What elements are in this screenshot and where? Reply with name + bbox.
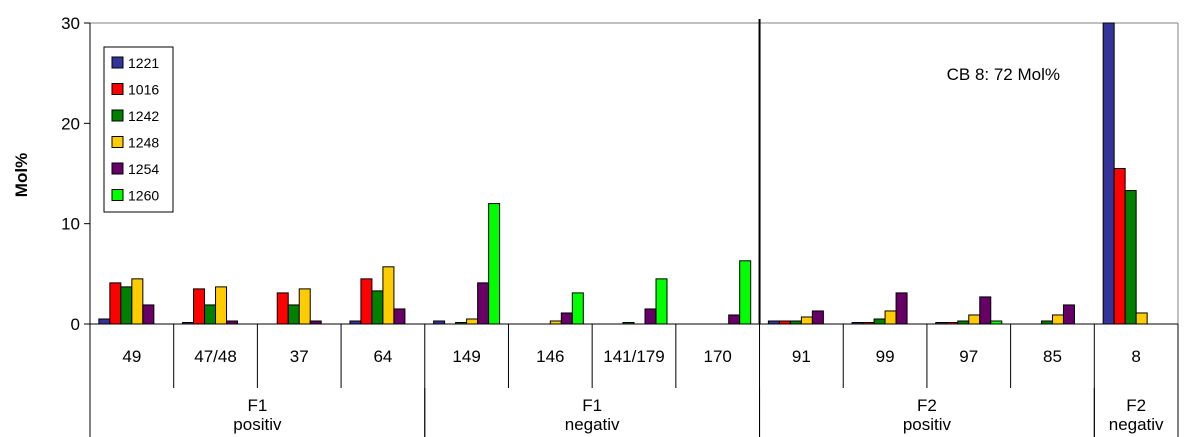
bar-1016-47-48: [193, 288, 206, 325]
legend-label-1260: 1260: [128, 188, 159, 204]
bar-1254-91: [811, 310, 824, 325]
legend-label-1254: 1254: [128, 161, 159, 177]
bar-1016-37: [276, 292, 289, 325]
bar-1248-99: [884, 310, 897, 325]
group-label-line1: F1: [247, 396, 267, 415]
bar-1242-99: [873, 318, 886, 325]
bar-1221-8: [1102, 22, 1115, 325]
bar-1248-64: [382, 266, 395, 325]
bar-1254-170: [728, 314, 741, 325]
bar-1254-149: [477, 282, 490, 325]
legend-label-1016: 1016: [128, 82, 159, 98]
category-label: 149: [452, 347, 480, 366]
bar-1260-141-179: [655, 278, 668, 325]
y-tick-label: 0: [71, 315, 80, 334]
y-axis: 0 10 20 30: [61, 14, 91, 334]
group-label-line1: F2: [1126, 396, 1146, 415]
bar-1248-8: [1135, 312, 1148, 325]
bar-1248-91: [800, 316, 813, 325]
bar-1016-64: [360, 278, 373, 325]
legend-label-1221: 1221: [128, 55, 159, 71]
category-label: 37: [290, 347, 309, 366]
category-label: 8: [1131, 347, 1140, 366]
bar-1248-47-48: [215, 286, 228, 325]
bar-1221-49: [98, 318, 111, 325]
group-label-line2: negativ: [1109, 415, 1164, 434]
legend-swatch-1260: [111, 189, 124, 201]
bar-1242-37: [287, 304, 300, 325]
bar-1254-141-179: [644, 308, 657, 325]
category-label: 85: [1043, 347, 1062, 366]
legend: 1221 1016 1242 1248 1254 1260: [103, 46, 174, 213]
category-label: 170: [704, 347, 732, 366]
y-tick-label: 30: [61, 14, 80, 33]
legend-label-1242: 1242: [128, 108, 159, 124]
y-axis-title: Mol%: [12, 153, 31, 197]
group-label-line2: negativ: [565, 415, 620, 434]
bar-1260-170: [739, 260, 752, 325]
bar-1242-47-48: [204, 304, 217, 325]
y-tick-label: 10: [61, 215, 80, 234]
legend-swatch-1254: [111, 162, 124, 175]
legend-label-1248: 1248: [128, 135, 159, 151]
category-label: 47/48: [194, 347, 237, 366]
bar-1254-85: [1062, 304, 1075, 325]
legend-swatch-1248: [111, 136, 124, 148]
bar-1248-49: [131, 278, 144, 325]
bar-1254-97: [979, 296, 992, 325]
bar-1254-49: [142, 304, 155, 325]
category-label: 64: [373, 347, 392, 366]
legend-swatch-1016: [111, 83, 124, 95]
bar-1254-64: [393, 308, 406, 325]
legend-swatch-1221: [111, 56, 124, 69]
bar-1254-99: [895, 292, 908, 325]
bar-1260-146: [571, 292, 584, 325]
group-label-line2: positiv: [233, 415, 282, 434]
bar-1016-49: [109, 282, 122, 325]
bars: [98, 19, 1148, 325]
y-tick-label: 20: [61, 114, 80, 133]
x-axis: 49 47/48 37 64 149 146 141/179 170 91 99 97 85 8F1po…: [89, 323, 1179, 437]
bar-1254-146: [560, 312, 573, 325]
chart-annotation: CB 8: 72 Mol%: [947, 65, 1060, 84]
legend-swatch-1242: [111, 109, 124, 122]
bar-1248-149: [466, 318, 479, 325]
plot-frame: [90, 22, 1179, 324]
bar-1248-85: [1051, 314, 1064, 325]
category-label: 91: [792, 347, 811, 366]
bar-1248-37: [298, 288, 311, 325]
bar-1260-149: [488, 203, 501, 325]
category-label: 141/179: [603, 347, 664, 366]
category-label: 146: [536, 347, 564, 366]
bar-1242-49: [120, 286, 133, 325]
bar-1242-8: [1124, 190, 1137, 325]
group-label-line2: positiv: [903, 415, 952, 434]
group-label-line1: F1: [582, 396, 602, 415]
bar-1016-8: [1113, 167, 1126, 325]
bar-1248-97: [968, 314, 981, 325]
bar-1242-64: [371, 290, 384, 325]
category-label: 49: [122, 347, 141, 366]
category-label: 99: [876, 347, 895, 366]
legend-box: [103, 46, 174, 213]
group-label-line1: F2: [917, 396, 937, 415]
category-label: 97: [959, 347, 978, 366]
